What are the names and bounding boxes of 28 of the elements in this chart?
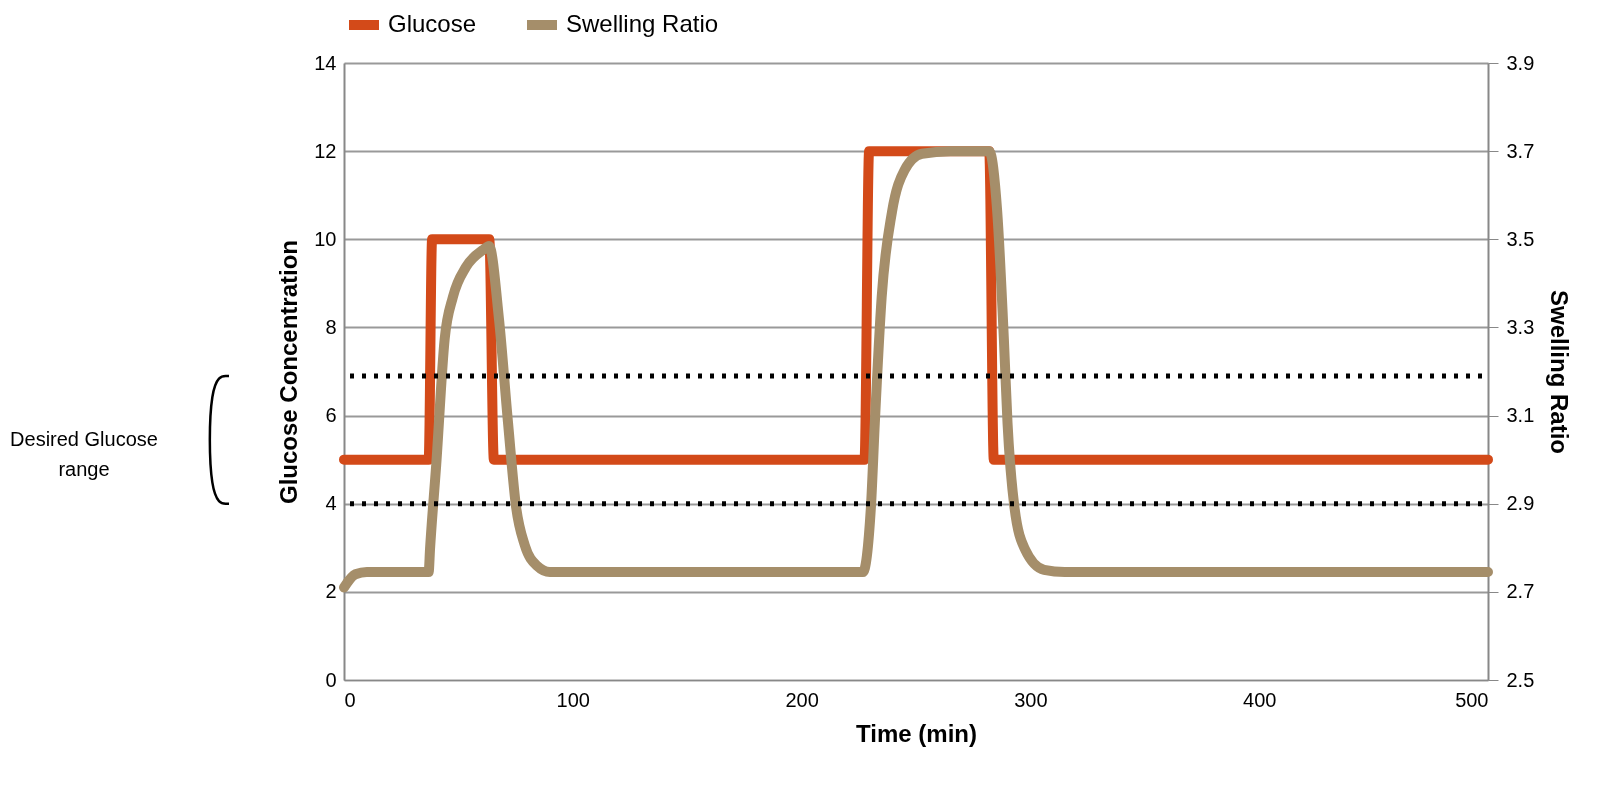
y-tick-label: 8: [325, 315, 337, 338]
x-tick-label: 300: [1014, 688, 1048, 711]
y-axis-title: Glucose Concentration: [275, 239, 303, 505]
y2-tick-label: 3.5: [1506, 227, 1535, 250]
y-tick-label: 10: [314, 227, 337, 250]
legend-label: Glucose: [388, 10, 477, 37]
y2-tick-label: 3.7: [1506, 139, 1535, 162]
y2-tick-label: 2.5: [1506, 668, 1535, 691]
x-tick-label: 100: [556, 688, 590, 711]
y-tick-label: 12: [314, 139, 337, 162]
y2-tick-label: 3.9: [1506, 51, 1535, 74]
x-axis-title: Time (min): [856, 719, 977, 747]
y2-axis-title: Swelling Ratio: [1546, 289, 1574, 455]
y-tick-label: 6: [325, 404, 337, 427]
x-tick-label: 200: [785, 688, 819, 711]
text: Desired Glucose range: [10, 427, 158, 480]
y2-tick-label: 2.7: [1506, 580, 1535, 603]
y2-tick-label: 3.1: [1506, 404, 1535, 427]
x-tick-label: 0: [344, 688, 356, 711]
y-tick-label: 14: [314, 51, 337, 74]
y-tick-label: 0: [325, 668, 337, 691]
y2-tick-label: 2.9: [1506, 492, 1535, 515]
y-tick-label: 4: [325, 492, 337, 515]
x-tick-label: 400: [1243, 688, 1277, 711]
x-tick-label: 500: [1455, 688, 1489, 711]
y-tick-label: 2: [325, 580, 337, 603]
y2-tick-label: 3.3: [1506, 315, 1535, 338]
legend-label: Swelling Ratio: [566, 10, 719, 37]
